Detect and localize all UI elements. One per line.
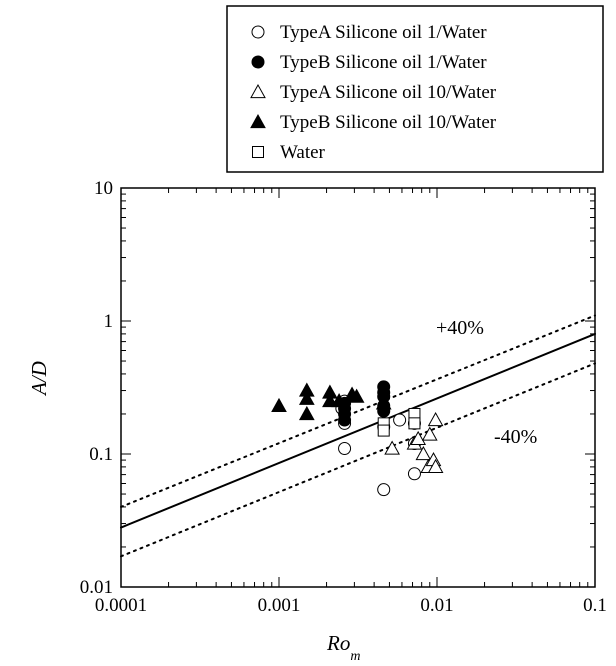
data-point bbox=[377, 424, 390, 437]
legend-label: TypeB Silicone oil 1/Water bbox=[280, 52, 487, 73]
legend-label: TypeA Silicone oil 10/Water bbox=[280, 82, 497, 103]
data-point bbox=[338, 441, 352, 455]
data-point bbox=[408, 417, 421, 430]
data-point bbox=[271, 397, 287, 412]
legend-marker bbox=[251, 25, 265, 39]
legend: TypeA Silicone oil 1/Water TypeB Silicone… bbox=[226, 5, 604, 173]
x-axis-label: Rom bbox=[326, 631, 360, 664]
plot-frame bbox=[120, 187, 596, 588]
legend-label: TypeA Silicone oil 1/Water bbox=[280, 22, 487, 43]
data-point bbox=[384, 440, 400, 455]
legend-marker bbox=[250, 113, 266, 129]
y-tick-label: 0.1 bbox=[89, 444, 113, 465]
fit-lines bbox=[120, 314, 596, 558]
legend-label: TypeB Silicone oil 10/Water bbox=[280, 112, 497, 133]
data-point bbox=[421, 426, 438, 441]
data-point bbox=[377, 483, 391, 497]
annotation-plus-40: +40% bbox=[436, 317, 484, 339]
annotation-minus-40: -40% bbox=[494, 426, 537, 448]
data-point bbox=[427, 412, 444, 427]
x-tick-label: 0.0001 bbox=[95, 595, 147, 616]
x-tick-label: 0.001 bbox=[258, 595, 301, 616]
axis-ticks bbox=[120, 187, 596, 588]
fit-line bbox=[120, 332, 596, 529]
data-point bbox=[410, 430, 427, 445]
tick-labels: 0.0001 0.001 0.01 0.1 0.01 0.1 1 10 bbox=[80, 178, 607, 616]
legend-marker bbox=[252, 146, 264, 158]
legend-label: Water bbox=[280, 142, 326, 163]
legend-marker bbox=[250, 83, 266, 99]
data-point bbox=[348, 388, 365, 403]
y-axis-label: A/D bbox=[27, 361, 51, 397]
legend-marker bbox=[251, 55, 265, 69]
data-points bbox=[271, 380, 444, 497]
fit-line-bound bbox=[120, 314, 596, 508]
data-point bbox=[375, 395, 392, 410]
data-point bbox=[331, 393, 347, 408]
y-tick-label: 0.01 bbox=[80, 577, 113, 598]
fit-line-bound bbox=[120, 362, 596, 558]
x-tick-label: 0.1 bbox=[583, 595, 607, 616]
data-point bbox=[415, 445, 432, 461]
data-point bbox=[298, 390, 315, 405]
data-point bbox=[393, 413, 407, 427]
data-point bbox=[298, 405, 315, 421]
y-tick-label: 1 bbox=[104, 311, 114, 332]
y-tick-label: 10 bbox=[94, 178, 113, 199]
data-point bbox=[427, 458, 444, 473]
legend-box bbox=[226, 5, 604, 173]
x-tick-label: 0.01 bbox=[420, 595, 453, 616]
data-point bbox=[407, 467, 421, 481]
